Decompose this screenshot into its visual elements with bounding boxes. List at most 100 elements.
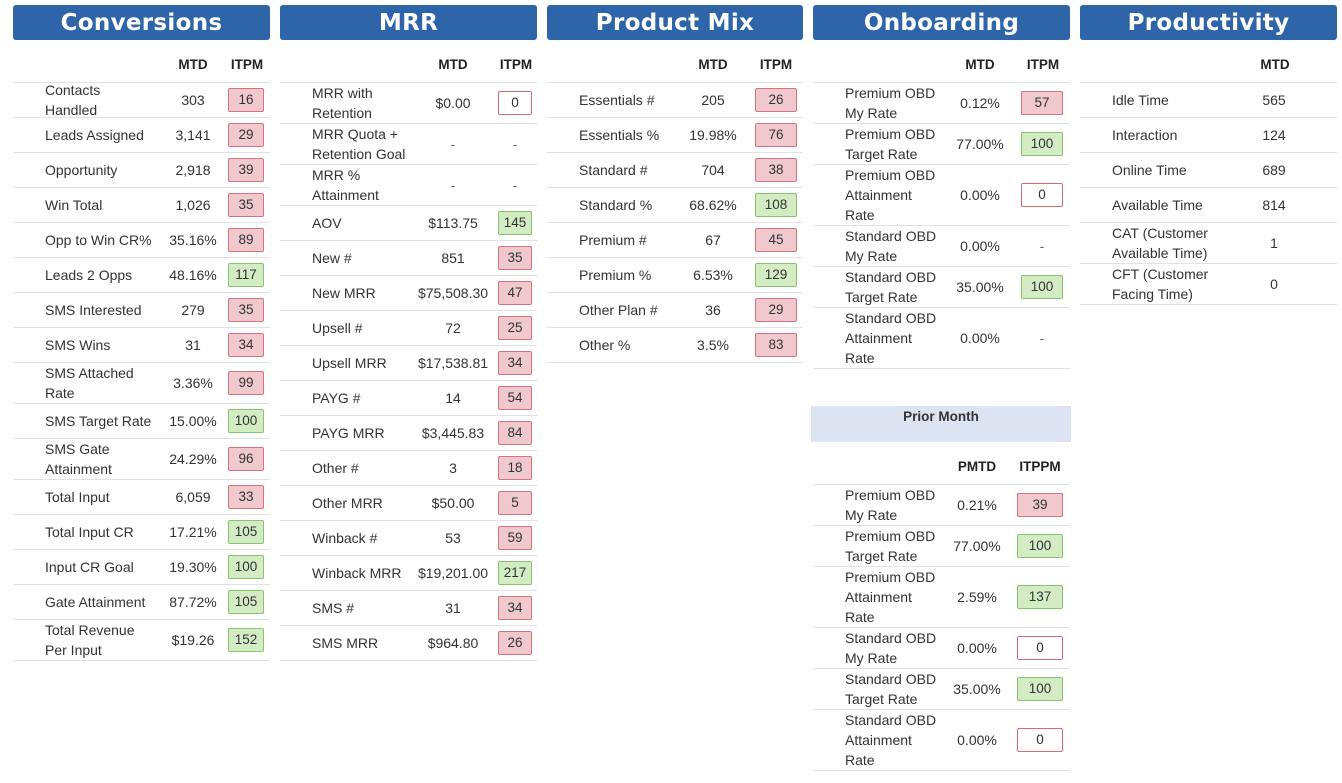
itpm-badge: 100 (1021, 132, 1063, 156)
metric-label: Premium OBD My Rate (845, 85, 936, 121)
metric-label: SMS Interested (45, 302, 142, 318)
table-row: Winback MRR $19,201.00 217 (280, 556, 537, 591)
metric-label: Input CR Goal (45, 559, 134, 575)
mtd-value: $50.00 (431, 495, 475, 511)
mrr-panel: MRR MTD ITPM MRR with Retention $0.00 0 MRR… (280, 5, 537, 661)
itpm-badge: 54 (498, 386, 532, 410)
itpm-badge: 0 (498, 91, 532, 115)
mtd-value: 77.00% (953, 538, 1001, 554)
metric-label: Total Revenue Per Input (45, 622, 135, 658)
itpm-column-header: ITPM (499, 57, 533, 72)
table-row: Online Time 689 (1080, 153, 1337, 188)
itpm-badge: 26 (498, 631, 532, 655)
itpm-badge: 100 (228, 409, 264, 433)
metric-label: Other % (579, 337, 631, 353)
onboarding-prior-panel: PMTD ITPPM Premium OBD My Rate 0.21% 39 Pre… (813, 442, 1070, 771)
metric-label: SMS Wins (45, 337, 111, 353)
mtd-value: 0.12% (960, 95, 1000, 111)
metric-label: MRR Quota + Retention Goal (312, 126, 406, 162)
table-row: Other Plan # 36 29 (547, 293, 803, 328)
table-row: CFT (Customer Facing Time) 0 (1080, 264, 1337, 305)
mtd-value: 2,918 (175, 162, 211, 178)
metric-label: Win Total (45, 197, 103, 213)
metric-label: New # (312, 250, 352, 266)
mtd-column-header: MTD (438, 57, 468, 72)
mtd-value: 814 (1262, 197, 1286, 213)
mtd-value: 0.21% (957, 497, 997, 513)
table-row: Other MRR $50.00 5 (280, 486, 537, 521)
mtd-value: 35.00% (953, 681, 1001, 697)
table-row: Upsell # 72 25 (280, 311, 537, 346)
table-row: SMS Wins 31 34 (13, 328, 270, 363)
table-row: Available Time 814 (1080, 188, 1337, 223)
metric-label: Standard OBD Attainment Rate (845, 310, 937, 366)
mtd-value: 0.00% (960, 187, 1000, 203)
mtd-value: 68.62% (689, 197, 737, 213)
metric-label: Premium % (579, 267, 652, 283)
itpm-badge: 47 (498, 281, 532, 305)
itpm-badge: 59 (498, 526, 532, 550)
metric-label: Essentials % (579, 127, 660, 143)
metric-label: Winback MRR (312, 565, 402, 581)
metric-label: MRR with Retention (312, 85, 373, 121)
mtd-value: $17,538.81 (417, 355, 489, 371)
table-row: Leads 2 Opps 48.16% 117 (13, 258, 270, 293)
mtd-value: 15.00% (169, 413, 217, 429)
itpm-badge: 34 (498, 351, 532, 375)
itpm-badge: 100 (1017, 677, 1063, 701)
mtd-value: 689 (1262, 162, 1286, 178)
table-row: New MRR $75,508.30 47 (280, 276, 537, 311)
metric-label: CFT (Customer Facing Time) (1112, 266, 1209, 302)
table-row: AOV $113.75 145 (280, 206, 537, 241)
table-row: Upsell MRR $17,538.81 34 (280, 346, 537, 381)
itpm-badge: 0 (1017, 728, 1063, 752)
mtd-value: 205 (701, 92, 725, 108)
mtd-value: 3,141 (175, 127, 211, 143)
table-row: Opportunity 2,918 39 (13, 153, 270, 188)
metric-label: Essentials # (579, 92, 655, 108)
itpm-badge: 35 (228, 298, 264, 322)
metric-label: Gate Attainment (45, 594, 146, 610)
itpm-value: - (1039, 330, 1045, 346)
table-row: SMS Interested 279 35 (13, 293, 270, 328)
mtd-value: 1,026 (175, 197, 211, 213)
mtd-value: $113.75 (428, 215, 478, 231)
table-row: Standard % 68.62% 108 (547, 188, 803, 223)
itpm-badge: 0 (1021, 183, 1063, 207)
mtd-value: 14 (445, 390, 461, 406)
prior-month-banner: Prior Month (811, 406, 1071, 442)
metric-label: Available Time (1112, 197, 1203, 213)
itpm-badge: 33 (228, 485, 264, 509)
table-row: SMS Attached Rate 3.36% 99 (13, 363, 270, 404)
itpm-badge: 29 (228, 123, 264, 147)
column-headers: MTD ITPM (813, 40, 1070, 83)
onboarding-header: Onboarding (813, 5, 1070, 40)
table-row: Standard OBD My Rate 0.00% - (813, 226, 1070, 267)
mtd-value: 19.30% (169, 559, 217, 575)
mtd-value: $75,508.30 (417, 285, 489, 301)
mtd-value: 87.72% (169, 594, 217, 610)
itpm-badge: 84 (498, 421, 532, 445)
metric-label: SMS MRR (312, 635, 379, 651)
metric-label: Premium # (579, 232, 647, 248)
itpm-badge: 29 (755, 298, 797, 322)
itpm-badge: 96 (228, 447, 264, 471)
metric-label: SMS Target Rate (45, 413, 152, 429)
itpm-badge: 5 (498, 491, 532, 515)
table-row: Standard # 704 38 (547, 153, 803, 188)
itpm-badge: 76 (755, 123, 797, 147)
metric-label: PAYG # (312, 390, 361, 406)
mtd-value: $3,445.83 (421, 425, 485, 441)
metric-label: Premium OBD Attainment Rate (845, 569, 936, 625)
itpm-column-header: ITPM (1026, 57, 1060, 72)
onboarding-prior-table: Premium OBD My Rate 0.21% 39 Premium OBD Ta… (813, 485, 1070, 771)
table-row: Gate Attainment 87.72% 105 (13, 585, 270, 620)
metric-label: Leads 2 Opps (45, 267, 133, 283)
table-row: MRR with Retention $0.00 0 (280, 83, 537, 124)
itpm-badge: 18 (498, 456, 532, 480)
metric-label: Leads Assigned (45, 127, 144, 143)
itpm-badge: 105 (228, 590, 264, 614)
table-row: Premium OBD Target Rate 77.00% 100 (813, 124, 1070, 165)
mtd-value: 0.00% (957, 640, 997, 656)
mrr-table: MRR with Retention $0.00 0 MRR Quota + Rete… (280, 83, 537, 661)
